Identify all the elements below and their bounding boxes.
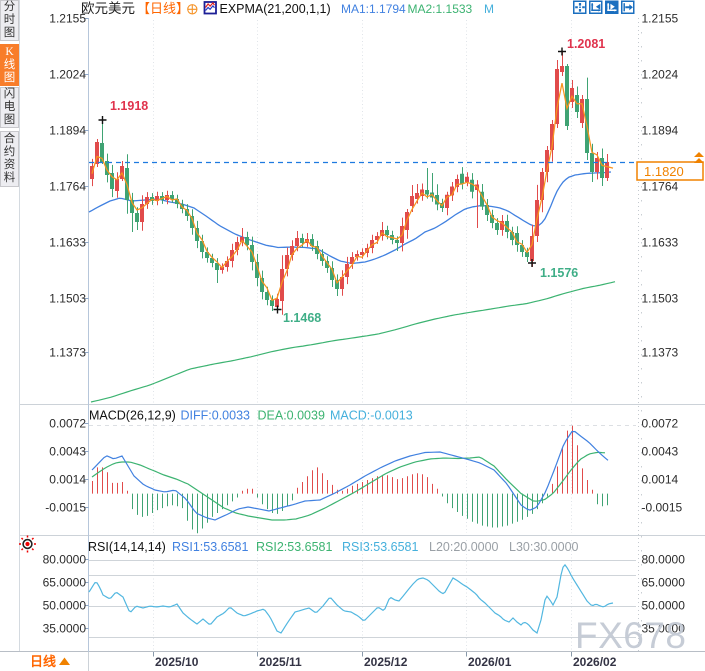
svg-text:1.1633: 1.1633 bbox=[642, 235, 679, 249]
svg-text:1.1633: 1.1633 bbox=[49, 235, 86, 249]
svg-text:RSI2:53.6581: RSI2:53.6581 bbox=[256, 540, 332, 554]
svg-text:L30:30.0000: L30:30.0000 bbox=[509, 540, 579, 554]
svg-text:50.0000: 50.0000 bbox=[642, 598, 686, 612]
svg-text:1.1503: 1.1503 bbox=[49, 291, 86, 305]
svg-text:1.1503: 1.1503 bbox=[642, 291, 679, 305]
svg-text:0.0043: 0.0043 bbox=[49, 444, 86, 458]
svg-text:1.2081: 1.2081 bbox=[567, 37, 605, 51]
svg-text:50.0000: 50.0000 bbox=[43, 598, 87, 612]
svg-text:2026/01: 2026/01 bbox=[468, 655, 512, 669]
svg-text:1.1918: 1.1918 bbox=[110, 99, 148, 113]
svg-text:1.1764: 1.1764 bbox=[49, 179, 86, 193]
svg-text:RSI3:53.6581: RSI3:53.6581 bbox=[342, 540, 418, 554]
svg-text:1.1820: 1.1820 bbox=[644, 164, 684, 179]
svg-text:1.1764: 1.1764 bbox=[642, 179, 679, 193]
svg-text:MA1:1.1794: MA1:1.1794 bbox=[341, 2, 406, 16]
svg-text:0.0072: 0.0072 bbox=[49, 416, 86, 430]
svg-text:DEA:0.0039: DEA:0.0039 bbox=[258, 409, 325, 423]
svg-text:0.0043: 0.0043 bbox=[642, 444, 679, 458]
svg-text:65.0000: 65.0000 bbox=[642, 575, 686, 589]
svg-text:日线: 日线 bbox=[30, 654, 56, 669]
svg-text:1.2155: 1.2155 bbox=[642, 11, 679, 25]
svg-text:MA2:1.1533: MA2:1.1533 bbox=[408, 2, 473, 16]
svg-text:【日线】: 【日线】 bbox=[137, 1, 189, 16]
svg-text:M: M bbox=[484, 2, 494, 16]
svg-text:35.0000: 35.0000 bbox=[642, 621, 686, 635]
svg-text:35.0000: 35.0000 bbox=[43, 621, 87, 635]
svg-text:2026/02: 2026/02 bbox=[573, 655, 617, 669]
svg-text:1.2024: 1.2024 bbox=[642, 67, 679, 81]
svg-text:0.0014: 0.0014 bbox=[49, 472, 86, 486]
svg-text:EXPMA(21,200,1,1): EXPMA(21,200,1,1) bbox=[220, 2, 331, 16]
svg-text:-0.0015: -0.0015 bbox=[45, 500, 86, 514]
svg-text:1.2155: 1.2155 bbox=[49, 11, 86, 25]
svg-text:1.1894: 1.1894 bbox=[642, 123, 679, 137]
svg-text:DIFF:0.0033: DIFF:0.0033 bbox=[181, 409, 251, 423]
svg-text:0.0014: 0.0014 bbox=[642, 472, 679, 486]
svg-text:欧元美元: 欧元美元 bbox=[81, 1, 135, 16]
svg-text:MACD(26,12,9): MACD(26,12,9) bbox=[89, 409, 176, 423]
svg-text:1.1373: 1.1373 bbox=[642, 345, 679, 359]
svg-text:0.0072: 0.0072 bbox=[642, 416, 679, 430]
svg-text:1.1894: 1.1894 bbox=[49, 123, 86, 137]
svg-text:65.0000: 65.0000 bbox=[43, 575, 87, 589]
svg-text:RSI(14,14,14): RSI(14,14,14) bbox=[88, 540, 166, 554]
svg-text:1.2024: 1.2024 bbox=[49, 67, 86, 81]
svg-text:-0.0015: -0.0015 bbox=[642, 500, 683, 514]
svg-text:RSI1:53.6581: RSI1:53.6581 bbox=[172, 540, 248, 554]
svg-text:1.1468: 1.1468 bbox=[283, 311, 321, 325]
svg-text:80.0000: 80.0000 bbox=[43, 552, 87, 566]
svg-text:2025/10: 2025/10 bbox=[155, 655, 199, 669]
svg-text:MACD:-0.0013: MACD:-0.0013 bbox=[330, 409, 413, 423]
svg-text:1.1373: 1.1373 bbox=[49, 345, 86, 359]
svg-text:2025/12: 2025/12 bbox=[364, 655, 408, 669]
svg-text:1.1576: 1.1576 bbox=[540, 266, 578, 280]
svg-text:L20:20.0000: L20:20.0000 bbox=[429, 540, 499, 554]
svg-text:FX678: FX678 bbox=[575, 615, 687, 656]
svg-text:2025/11: 2025/11 bbox=[259, 655, 302, 669]
svg-text:80.0000: 80.0000 bbox=[642, 552, 686, 566]
